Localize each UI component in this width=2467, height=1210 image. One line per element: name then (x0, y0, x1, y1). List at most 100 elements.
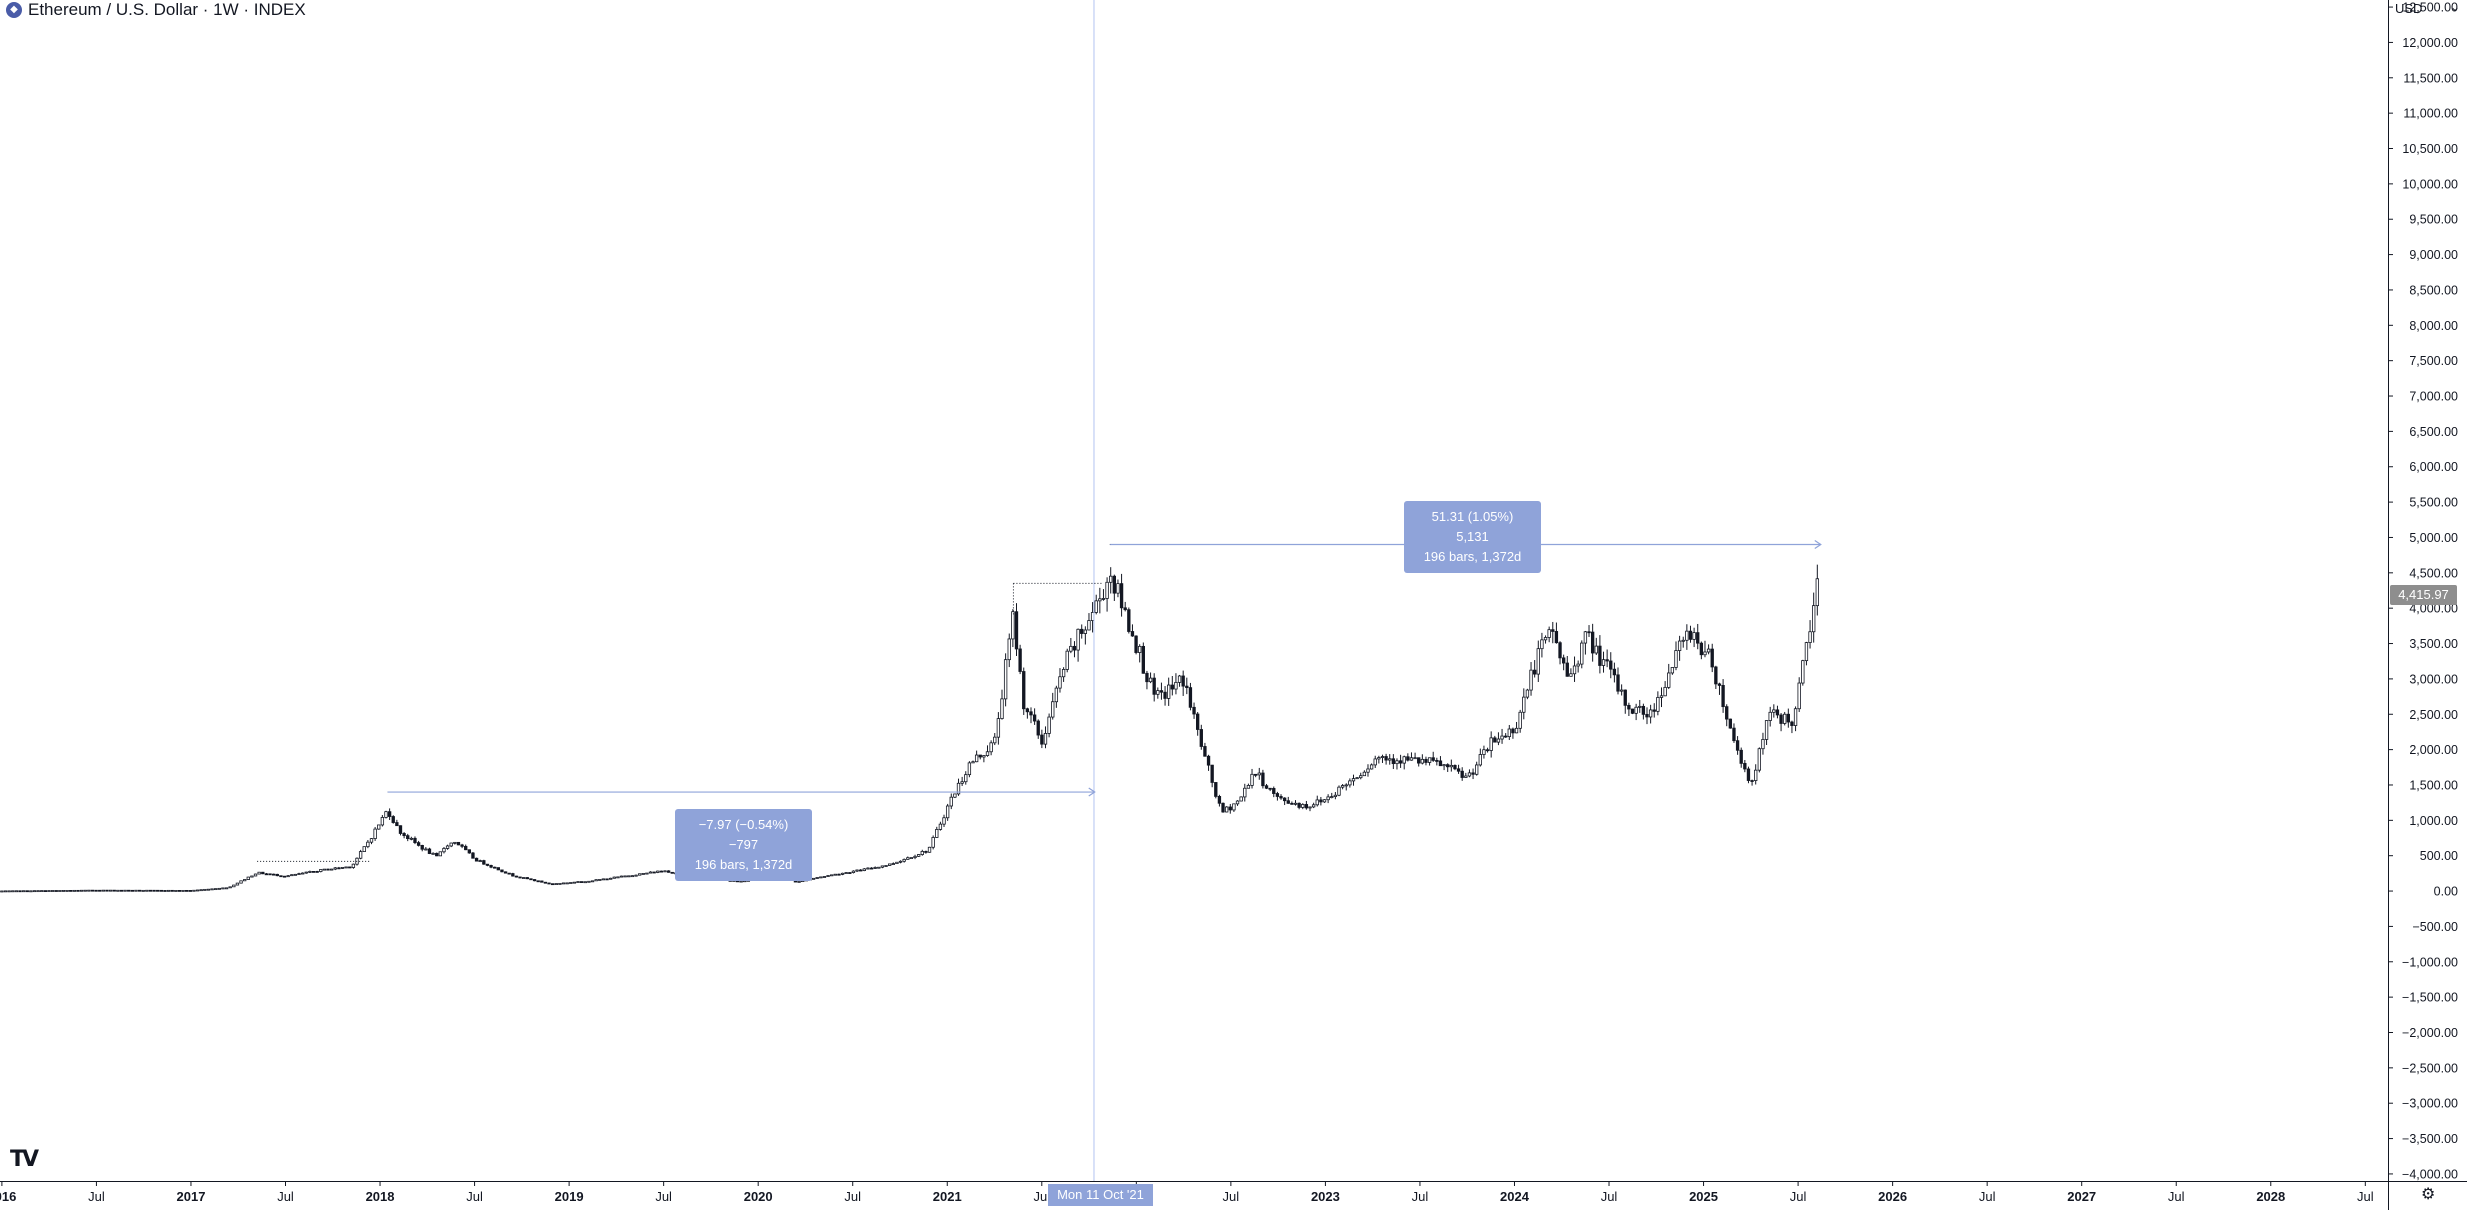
price-tick-label: −2,500.00 (2402, 1061, 2458, 1075)
candle-up (960, 781, 964, 784)
candle-down (170, 889, 174, 892)
candle-down (76, 889, 80, 892)
price-tick-label: 0.00 (2434, 885, 2458, 899)
crosshair-date-label: Mon 11 Oct '21 (1048, 1184, 1153, 1206)
price-tick-label: 11,500.00 (2403, 71, 2458, 85)
candle-up (1355, 777, 1359, 780)
candle-up (1065, 650, 1069, 670)
candle-up (1174, 681, 1178, 690)
candle-up (1638, 705, 1642, 708)
tradingview-logo[interactable]: TV (10, 1147, 39, 1172)
candle-up (195, 889, 200, 892)
candle-down (1623, 689, 1627, 706)
candle-up (1138, 645, 1142, 653)
candle-down (1790, 721, 1794, 726)
candle-down (670, 871, 674, 874)
currency-label[interactable]: USD (2395, 1, 2423, 16)
candle-up (1257, 772, 1261, 776)
candle-down (1145, 672, 1149, 683)
candle-up (565, 882, 569, 885)
candle-up (1083, 629, 1088, 634)
time-tick-label: 2025 (1689, 1189, 1718, 1204)
candle-up (319, 869, 323, 872)
candle-down (18, 890, 22, 893)
candle-down (1040, 734, 1044, 745)
symbol-header[interactable]: ◆ Ethereum / U.S. Dollar · 1W · INDEX (6, 0, 306, 20)
candle-up (1156, 690, 1160, 695)
candle-down (1272, 788, 1276, 794)
candle-up (1496, 738, 1501, 743)
candle-up (945, 805, 950, 819)
candle-down (1721, 685, 1725, 708)
candle-up (641, 873, 645, 875)
candle-up (72, 889, 77, 892)
candle-up (145, 889, 149, 892)
candle-down (1214, 782, 1218, 797)
candle-up (1232, 803, 1236, 811)
time-tick-label: 2021 (933, 1189, 962, 1204)
candle-up (1815, 578, 1819, 607)
time-tick-label: Jul (88, 1189, 105, 1204)
candle-up (982, 755, 986, 758)
candle-up (224, 887, 229, 890)
candle-up (1333, 794, 1338, 798)
ethereum-icon: ◆ (6, 2, 22, 18)
candle-up (1464, 775, 1468, 778)
time-tick-label: 2028 (2256, 1189, 2285, 1204)
candle-down (112, 889, 116, 892)
candle-up (1569, 673, 1573, 677)
candle-up (1772, 709, 1776, 713)
candle-up (1239, 796, 1243, 802)
candle-down (1384, 756, 1388, 761)
candle-down (315, 871, 319, 873)
candle-up (1116, 583, 1120, 594)
candle-down (837, 873, 841, 876)
candle-up (449, 842, 453, 847)
candle-up (1685, 630, 1689, 641)
candle-down (391, 816, 395, 823)
candle-up (1572, 665, 1577, 675)
candle-up (895, 861, 899, 864)
candle-down (177, 890, 182, 892)
candle-up (619, 875, 624, 878)
candle-down (1598, 645, 1602, 666)
candle-up (221, 887, 225, 890)
candle-up (1525, 689, 1530, 698)
candle-up (811, 877, 816, 880)
time-tick-label: 2018 (366, 1189, 395, 1204)
candle-up (1677, 640, 1682, 651)
candle-down (69, 890, 73, 892)
candle-up (141, 889, 145, 892)
candle-up (862, 868, 866, 871)
time-tick-label: Jul (466, 1189, 483, 1204)
price-tick-label: 5,000.00 (2409, 531, 2458, 545)
candle-up (1380, 756, 1385, 758)
candle-down (1616, 674, 1620, 692)
candle-up (1667, 672, 1671, 688)
gear-icon[interactable]: ⚙ (2421, 1186, 2436, 1203)
chevron-down-icon[interactable]: ⌄ (2450, 0, 2461, 14)
candle-up (1311, 804, 1316, 808)
candle-down (1561, 657, 1566, 664)
candle-up (1522, 696, 1526, 713)
candle-up (797, 880, 801, 883)
candle-up (174, 890, 178, 892)
candle-down (1746, 768, 1751, 781)
candle-up (243, 879, 247, 882)
time-tick-label: Jul (1979, 1189, 1996, 1204)
candle-up (1105, 581, 1109, 599)
candle-down (489, 865, 493, 868)
candle-up (1051, 701, 1055, 718)
candle-up (1000, 698, 1004, 719)
candle-up (14, 890, 19, 893)
candle-down (188, 890, 192, 892)
candle-up (956, 782, 961, 795)
candle-up (1069, 645, 1073, 652)
candle-up (21, 890, 26, 893)
candle-down (1080, 628, 1084, 634)
candle-down (500, 869, 504, 873)
candle-down (1554, 631, 1559, 644)
candle-up (648, 871, 653, 874)
candle-down (1565, 662, 1569, 677)
